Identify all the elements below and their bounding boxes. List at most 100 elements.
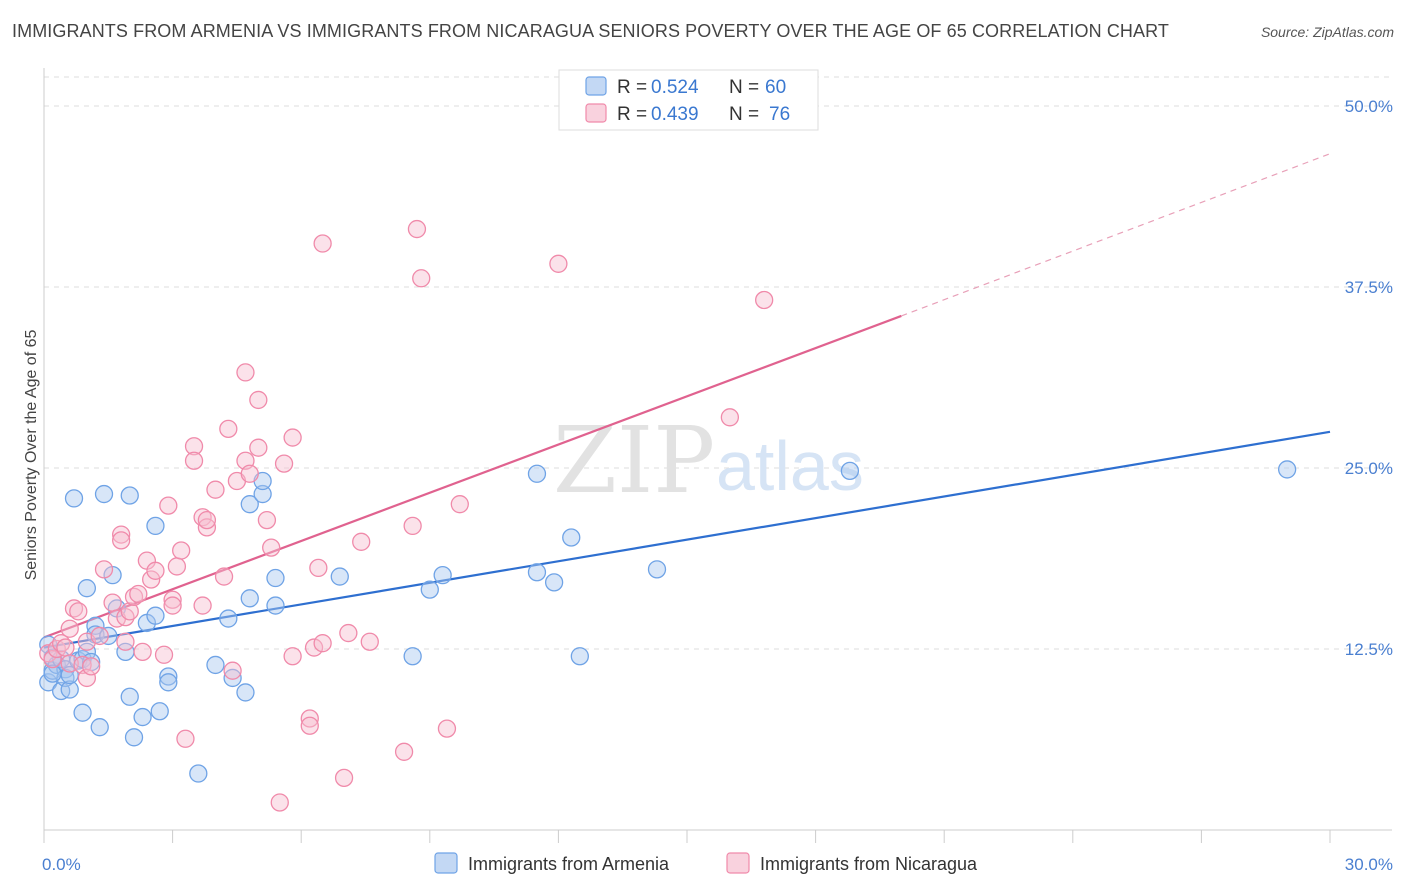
point-nicaragua <box>184 451 204 470</box>
point-nicaragua <box>142 570 161 589</box>
axes <box>43 68 1392 843</box>
legend-box: R = 0.524 N = 60 R = 0.439 N = 76 <box>558 69 819 131</box>
point-armenia <box>562 528 581 547</box>
point-nicaragua <box>339 623 358 643</box>
point-nicaragua <box>412 269 431 288</box>
point-armenia <box>420 580 439 599</box>
point-nicaragua <box>549 254 568 273</box>
legend-r-value-nicaragua: 0.439 <box>651 104 699 125</box>
point-armenia <box>647 560 667 579</box>
y-tick-labels: 12.5% 25.0% 37.5% 50.0% <box>1345 97 1393 659</box>
point-nicaragua <box>334 768 354 788</box>
point-nicaragua <box>313 234 332 253</box>
point-nicaragua <box>197 518 217 537</box>
point-nicaragua <box>172 541 191 560</box>
legend-n-label-nicaragua: N = <box>729 104 759 125</box>
point-nicaragua <box>274 454 294 473</box>
point-armenia <box>1277 460 1297 479</box>
watermark-atlas: atlas <box>716 427 864 505</box>
watermark-zip: ZIP <box>553 407 715 514</box>
point-nicaragua <box>283 428 302 447</box>
point-armenia <box>253 484 272 504</box>
y-tick-label: 37.5% <box>1345 278 1393 297</box>
point-nicaragua <box>43 649 62 669</box>
point-armenia <box>240 495 259 514</box>
y-tick-label: 12.5% <box>1345 640 1393 659</box>
point-nicaragua <box>116 632 135 651</box>
point-nicaragua <box>214 567 234 586</box>
point-nicaragua <box>300 716 319 735</box>
point-nicaragua <box>403 516 422 536</box>
bottom-legend-label-nicaragua: Immigrants from Nicaragua <box>760 854 978 874</box>
legend-r-value-armenia: 0.524 <box>651 77 699 98</box>
trend-line-armenia <box>43 430 1331 649</box>
x-tick-labels: 0.0% 30.0% <box>42 855 1393 874</box>
y-tick-label: 25.0% <box>1345 459 1393 478</box>
point-nicaragua <box>262 538 281 557</box>
bottom-legend-swatch-nicaragua <box>726 852 750 874</box>
bottom-legend: Immigrants from Armenia Immigrants from … <box>434 852 978 874</box>
point-armenia <box>840 461 860 481</box>
point-nicaragua <box>313 634 332 653</box>
point-nicaragua <box>133 642 152 662</box>
bottom-legend-label-armenia: Immigrants from Armenia <box>468 854 670 874</box>
point-nicaragua <box>270 793 289 812</box>
point-armenia <box>159 673 178 692</box>
point-armenia <box>39 673 58 692</box>
trend-line-nicaragua <box>43 314 902 639</box>
point-armenia <box>223 668 242 688</box>
point-nicaragua <box>167 557 187 576</box>
point-nicaragua <box>154 645 174 664</box>
x-tick-label: 30.0% <box>1345 855 1393 874</box>
legend-n-label-armenia: N = <box>729 77 759 98</box>
legend-n-value-nicaragua: 76 <box>769 104 790 125</box>
point-nicaragua <box>197 510 217 530</box>
point-nicaragua <box>249 390 268 410</box>
point-nicaragua <box>300 709 319 728</box>
point-nicaragua <box>304 638 324 657</box>
point-nicaragua <box>103 593 122 612</box>
point-nicaragua <box>249 438 268 457</box>
point-armenia <box>60 680 79 699</box>
point-nicaragua <box>240 464 259 483</box>
legend-swatch-armenia <box>585 76 607 96</box>
point-nicaragua <box>219 419 238 439</box>
point-nicaragua <box>407 219 427 239</box>
point-armenia <box>433 565 452 585</box>
point-nicaragua <box>184 437 204 456</box>
point-armenia <box>146 516 165 536</box>
point-armenia <box>94 484 114 504</box>
trend-extension-nicaragua <box>901 153 1331 317</box>
point-armenia <box>189 764 208 783</box>
point-nicaragua <box>56 638 75 657</box>
bottom-legend-swatch-armenia <box>434 852 458 874</box>
point-armenia <box>73 703 92 722</box>
point-nicaragua <box>112 525 131 544</box>
point-armenia <box>150 702 169 721</box>
point-armenia <box>120 687 139 706</box>
point-armenia <box>159 667 178 686</box>
source-label: Source: ZipAtlas.com <box>1260 24 1394 40</box>
legend-r-label-armenia: R = <box>617 77 647 98</box>
point-nicaragua <box>129 584 148 604</box>
point-nicaragua <box>163 590 182 609</box>
point-nicaragua <box>394 742 414 761</box>
x-tick-label: 0.0% <box>42 855 81 874</box>
point-nicaragua <box>163 596 182 615</box>
point-nicaragua <box>309 558 328 578</box>
point-armenia <box>236 683 255 702</box>
point-nicaragua <box>90 626 109 646</box>
point-nicaragua <box>352 532 371 551</box>
point-nicaragua <box>82 657 101 676</box>
legend-n-value-armenia: 60 <box>765 77 786 98</box>
point-armenia <box>206 655 225 675</box>
y-tick-label: 50.0% <box>1345 97 1393 116</box>
point-nicaragua <box>193 596 212 615</box>
trend-lines <box>43 153 1331 649</box>
point-nicaragua <box>159 496 178 515</box>
data-points <box>39 219 1297 812</box>
point-armenia <box>124 728 144 747</box>
point-nicaragua <box>77 668 97 688</box>
point-armenia <box>240 589 259 608</box>
